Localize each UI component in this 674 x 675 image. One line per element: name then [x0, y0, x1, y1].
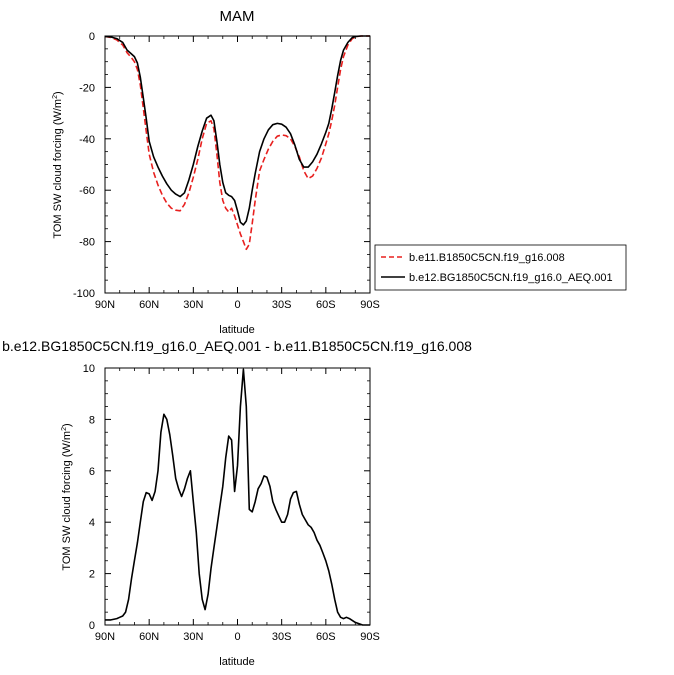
bottom-chart-title: b.e12.BG1850C5CN.f19_g16.0_AEQ.001 - b.e…	[2, 338, 472, 354]
bottom-panel: b.e12.BG1850C5CN.f19_g16.0_AEQ.001 - b.e…	[2, 338, 472, 668]
top-panel: MAM 90N 60N 30N 0 30S 60S 90S 0 -20 -40 -60 -80 -100…	[52, 8, 627, 336]
top-y-tick-label: 0	[89, 31, 95, 43]
bottom-y-tick-label: 2	[89, 569, 95, 581]
bottom-y-tick-label: 6	[89, 466, 95, 478]
bottom-x-tick-label: 30N	[183, 631, 203, 643]
bottom-plot-frame	[104, 367, 371, 626]
bottom-series-1-line	[105, 368, 370, 626]
bottom-y-tick-label: 0	[89, 620, 95, 632]
bottom-x-tick-label: 90N	[95, 631, 115, 643]
bottom-y-tick-label: 4	[89, 517, 95, 529]
top-x-tick-label: 90N	[95, 299, 115, 311]
legend-box	[374, 244, 627, 291]
bottom-y-tick-label: 8	[89, 414, 95, 426]
top-series-2-line	[104, 35, 370, 226]
top-series-1-line	[104, 35, 370, 251]
top-y-tick-label: -60	[79, 185, 95, 197]
top-plot-area: 90N 60N 30N 0 30S 60S 90S 0 -20 -40 -60 -80 -100	[73, 31, 380, 311]
bottom-x-tick-label: 60N	[139, 631, 159, 643]
top-x-axis-label: latitude	[219, 324, 254, 336]
top-chart-title: MAM	[220, 8, 255, 25]
bottom-y-tick-label: 10	[83, 363, 95, 375]
bottom-y-axis-label: TOM SW cloud forcing (W/m2)	[61, 423, 73, 570]
top-plot-frame	[104, 35, 371, 294]
top-legend: b.e11.B1850C5CN.f19_g16.008 b.e12.BG1850…	[374, 244, 627, 291]
top-y-tick-label: -100	[73, 288, 95, 300]
top-x-tick-label: 60N	[139, 299, 159, 311]
top-y-tick-label: -20	[79, 82, 95, 94]
top-y-tick-label: -40	[79, 134, 95, 146]
top-x-tick-label: 30N	[183, 299, 203, 311]
bottom-x-tick-label: 30S	[272, 631, 292, 643]
top-x-tick-label: 60S	[316, 299, 336, 311]
top-x-tick-label: 0	[234, 299, 240, 311]
legend-label-series-1: b.e11.B1850C5CN.f19_g16.008	[409, 252, 565, 264]
top-x-tick-label: 90S	[360, 299, 380, 311]
bottom-x-tick-label: 0	[234, 631, 240, 643]
legend-label-series-2: b.e12.BG1850C5CN.f19_g16.0_AEQ.001	[409, 272, 613, 284]
top-x-tick-label: 30S	[272, 299, 292, 311]
top-y-tick-label: -80	[79, 237, 95, 249]
bottom-x-axis-label: latitude	[219, 656, 254, 668]
bottom-plot-area: 90N 60N 30N 0 30S 60S 90S 0 2 4 6 8 10	[83, 363, 380, 643]
bottom-x-tick-label: 90S	[360, 631, 380, 643]
top-y-axis-label: TOM SW cloud forcing (W/m2)	[52, 91, 64, 238]
bottom-x-tick-label: 60S	[316, 631, 336, 643]
